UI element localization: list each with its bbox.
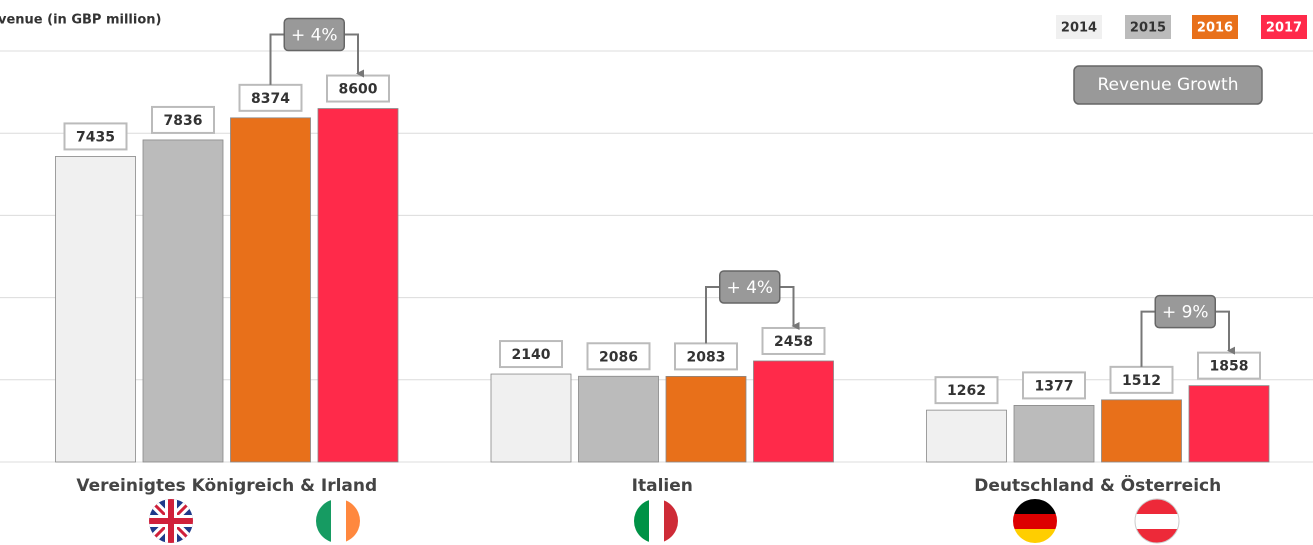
growth-box <box>719 270 781 304</box>
bar <box>926 409 1007 463</box>
value-label-box <box>151 105 215 134</box>
legend-swatch <box>1056 15 1102 39</box>
legend-label: 2016 <box>1197 21 1233 36</box>
bar <box>578 375 659 463</box>
button-bg[interactable] <box>1073 65 1263 105</box>
value-label: 2086 <box>599 349 638 365</box>
chart-title: venue (in GBP million) <box>0 13 161 28</box>
flag-ireland <box>316 499 360 543</box>
flag-italy <box>634 499 678 543</box>
bar <box>142 139 224 463</box>
legend-swatch <box>1192 15 1238 39</box>
bar <box>490 373 572 463</box>
legend-label: 2015 <box>1130 21 1166 36</box>
bar <box>753 360 834 463</box>
value-label: 1262 <box>947 383 986 399</box>
value-label: 1377 <box>1035 378 1074 394</box>
value-label: 2083 <box>687 349 726 365</box>
x-tick-label: Vereinigtes Königreich & Irland <box>76 476 377 496</box>
flag-austria <box>1134 498 1180 544</box>
value-label-box <box>1197 351 1261 380</box>
value-label: 1512 <box>1122 373 1161 389</box>
bar <box>1013 405 1095 463</box>
button[interactable]: Revenue Growth <box>1073 65 1263 105</box>
legend-swatch <box>1125 15 1171 39</box>
growth-label: + 9% <box>1162 303 1209 323</box>
value-label-box <box>1022 371 1086 400</box>
legend-swatch <box>1261 15 1307 39</box>
value-label: 8374 <box>251 91 290 107</box>
flag-uk <box>149 499 193 543</box>
x-tick-label: Italien <box>632 476 693 496</box>
value-label: 8600 <box>339 82 378 98</box>
growth-box <box>1154 294 1216 329</box>
x-tick-label: Deutschland & Österreich <box>974 474 1221 496</box>
value-label-box <box>761 326 826 355</box>
bar <box>1188 385 1270 463</box>
button-label[interactable]: Revenue Growth <box>1098 75 1239 95</box>
growth-box <box>283 17 345 52</box>
legend-label: 2017 <box>1266 21 1302 36</box>
bar <box>317 108 399 463</box>
bar <box>230 117 311 463</box>
flag-germany <box>1013 499 1057 543</box>
growth-label: + 4% <box>726 278 773 298</box>
value-label-box <box>238 83 303 112</box>
value-label: 7836 <box>164 113 203 129</box>
bar <box>55 156 136 463</box>
value-label-box <box>674 342 738 371</box>
value-label-box <box>63 122 128 151</box>
legend-label: 2014 <box>1061 21 1097 36</box>
value-label-box <box>934 376 999 405</box>
growth-label: + 4% <box>291 26 338 46</box>
value-label: 1858 <box>1210 359 1249 375</box>
value-label-box <box>326 74 390 103</box>
value-label-box <box>499 340 563 369</box>
value-label-box <box>1109 365 1174 394</box>
value-label: 2140 <box>512 347 551 363</box>
bar <box>665 375 747 463</box>
value-label: 2458 <box>774 334 813 350</box>
value-label: 7435 <box>76 129 115 145</box>
value-label-box <box>586 342 651 371</box>
bar <box>1101 399 1182 463</box>
flags <box>149 498 1180 544</box>
